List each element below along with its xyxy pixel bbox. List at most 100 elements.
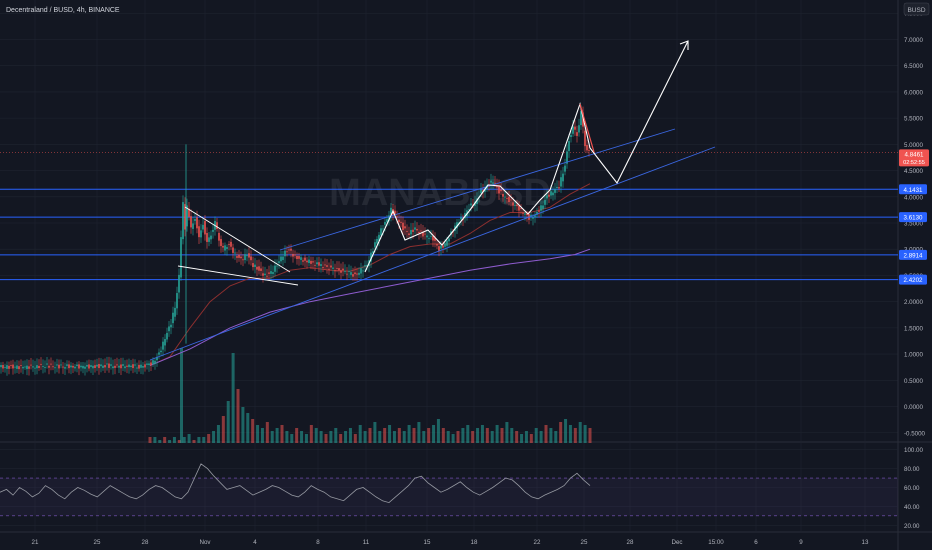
time-tick-label: 25 <box>94 539 101 546</box>
volume-bar <box>180 348 183 443</box>
candle-body <box>268 272 270 274</box>
volume-bar <box>402 431 406 443</box>
candle-body <box>564 165 566 172</box>
candle-body <box>446 240 448 246</box>
candle-body <box>374 242 376 248</box>
horizontal-levels <box>0 152 898 281</box>
candle-body <box>62 366 64 368</box>
candle-body <box>344 271 346 272</box>
volume-bar <box>373 422 377 443</box>
volume-bar <box>534 428 538 443</box>
candle-body <box>468 209 470 210</box>
candle-body <box>188 208 190 217</box>
candle-body <box>364 265 366 267</box>
candle-body <box>324 264 326 266</box>
price-tick-label: 1.0000 <box>904 352 923 359</box>
volume-bar <box>295 428 299 443</box>
candle-body <box>310 260 312 264</box>
candle-body <box>44 367 46 368</box>
volume-bar <box>158 440 162 443</box>
candle-body <box>314 264 316 266</box>
volume-bar <box>436 419 440 443</box>
candle-body <box>414 227 416 230</box>
time-axis[interactable]: 21 25 28 Nov 4 8 11 15 18 22 25 28 Dec 15:00 6 9 13 <box>32 539 869 546</box>
candle-body <box>352 274 354 277</box>
candle-body <box>158 352 160 355</box>
level-badge-label: 2.4202 <box>904 277 923 284</box>
currency-badge-bg <box>903 2 930 16</box>
candle-body <box>348 270 350 272</box>
candle-body <box>270 271 272 274</box>
candle-body <box>350 272 352 275</box>
currency-badge: BUSD <box>903 2 930 16</box>
candle-body <box>72 365 74 368</box>
candle-body <box>508 196 510 203</box>
volume-bar <box>446 431 450 443</box>
candle-body <box>332 267 334 269</box>
candle-body <box>506 197 508 199</box>
volume-bar <box>251 419 255 443</box>
time-tick-label: 22 <box>534 539 541 546</box>
price-tick-label: 5.5000 <box>904 116 923 123</box>
candle-body <box>290 248 292 251</box>
candle-body <box>178 274 180 293</box>
candle-body <box>154 360 156 364</box>
volume-bar <box>187 434 191 443</box>
candle-body <box>64 367 66 369</box>
candle-body <box>18 366 20 370</box>
volume-bar <box>260 428 264 443</box>
candle-body <box>542 205 544 209</box>
candle-body <box>236 256 238 258</box>
candle-body <box>12 364 14 369</box>
price-candles <box>0 104 590 376</box>
candle-body <box>424 233 426 235</box>
volume-bar <box>353 434 357 443</box>
volume-bar <box>368 428 372 443</box>
candle-body <box>262 273 264 276</box>
volume-bar <box>265 422 269 443</box>
candle-body <box>296 255 298 260</box>
candle-body <box>82 365 84 369</box>
candle-body <box>68 364 70 369</box>
volume-bar <box>588 428 592 443</box>
candle-body <box>580 110 582 126</box>
candle-body <box>38 365 40 369</box>
candle-body <box>372 251 374 254</box>
volume-bar <box>168 440 172 443</box>
candle-body <box>280 256 282 262</box>
volume-bar <box>358 425 362 443</box>
volume-bar <box>417 422 421 443</box>
candle-body <box>164 339 166 346</box>
candle-body <box>194 219 196 221</box>
candle-body <box>390 207 392 215</box>
volume-bar <box>236 389 240 443</box>
watermark: MANABUSD <box>329 172 551 214</box>
candle-body <box>256 266 258 270</box>
volume-bar <box>285 431 289 443</box>
candle-body <box>48 365 50 368</box>
price-axis[interactable]: 7.50007.00006.50006.00005.50005.00004.50… <box>899 11 929 530</box>
time-tick-label: 28 <box>142 539 149 546</box>
candle-body <box>560 177 562 187</box>
volume-bar <box>300 431 304 443</box>
symbol-title[interactable]: Decentraland / BUSD, 4h, BINANCE <box>6 7 120 14</box>
candle-body <box>32 366 34 368</box>
candle-body <box>124 366 126 369</box>
volume-bar <box>564 419 568 443</box>
candle-body <box>420 230 422 232</box>
candle-body <box>584 130 586 147</box>
candle-body <box>504 196 506 198</box>
candle-body <box>56 364 58 366</box>
time-tick-label: 21 <box>32 539 39 546</box>
candle-body <box>294 254 296 256</box>
volume-bar <box>339 434 343 443</box>
candle-body <box>206 233 208 242</box>
price-tick-label: 4.5000 <box>904 168 923 175</box>
candle-body <box>412 229 414 232</box>
currency-badge-label: BUSD <box>907 7 925 14</box>
candle-body <box>174 307 176 317</box>
time-tick-label: 9 <box>799 539 803 546</box>
candle-body <box>428 237 430 239</box>
volume-bar <box>432 425 436 443</box>
